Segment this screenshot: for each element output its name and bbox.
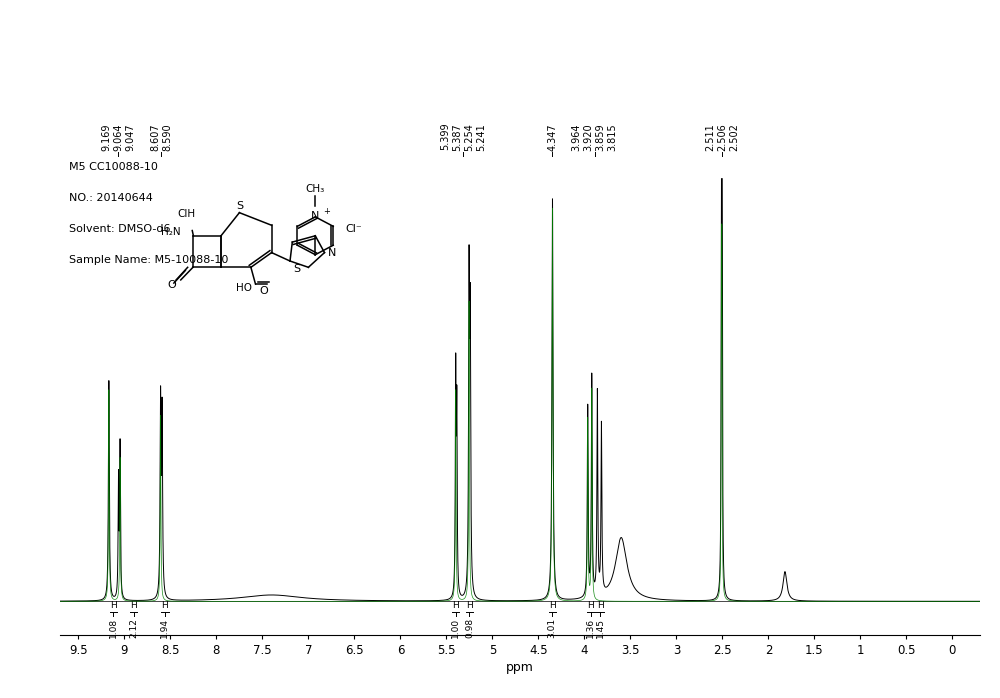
Text: Solvent: DMSO-d6: Solvent: DMSO-d6 bbox=[69, 224, 171, 235]
Text: H: H bbox=[162, 601, 168, 610]
Text: H: H bbox=[466, 601, 473, 610]
Text: H: H bbox=[587, 601, 594, 610]
Text: M5 CC10088-10: M5 CC10088-10 bbox=[69, 162, 158, 172]
Text: 5.399
5.387
5.254
5.241: 5.399 5.387 5.254 5.241 bbox=[440, 123, 486, 151]
Text: 3.01: 3.01 bbox=[548, 618, 557, 639]
Text: H: H bbox=[452, 601, 459, 610]
Text: 1.45: 1.45 bbox=[596, 618, 605, 638]
Text: H: H bbox=[130, 601, 137, 610]
X-axis label: ppm: ppm bbox=[506, 662, 534, 674]
Text: H: H bbox=[597, 601, 603, 610]
Text: 1.00: 1.00 bbox=[451, 618, 460, 639]
Text: 3.964
3.920
3.859
3.815: 3.964 3.920 3.859 3.815 bbox=[572, 123, 618, 151]
Text: H: H bbox=[110, 601, 117, 610]
Text: 1.94: 1.94 bbox=[160, 618, 169, 638]
Text: 0.98: 0.98 bbox=[465, 618, 474, 639]
Text: 1.08: 1.08 bbox=[109, 618, 118, 639]
Text: 4.347: 4.347 bbox=[547, 123, 557, 151]
Text: H: H bbox=[549, 601, 556, 610]
Text: 2.12: 2.12 bbox=[129, 618, 138, 638]
Text: 9.169
9.064
9.047: 9.169 9.064 9.047 bbox=[101, 123, 135, 151]
Text: 1.36: 1.36 bbox=[586, 618, 595, 639]
Text: 2.511
2.506
2.502: 2.511 2.506 2.502 bbox=[705, 123, 739, 151]
Text: 8.607
8.590: 8.607 8.590 bbox=[150, 123, 172, 151]
Text: Sample Name: M5-10088-10: Sample Name: M5-10088-10 bbox=[69, 255, 229, 265]
Text: NO.: 20140644: NO.: 20140644 bbox=[69, 193, 153, 203]
